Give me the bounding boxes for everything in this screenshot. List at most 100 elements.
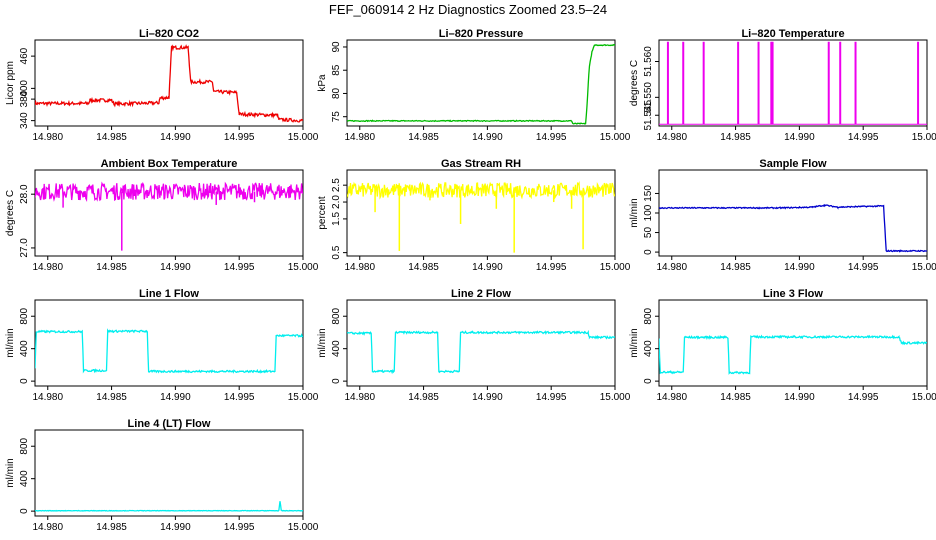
- panel-title: Ambient Box Temperature: [101, 158, 238, 170]
- y-tick-label: 800: [331, 307, 342, 324]
- figure-title: FEF_060914 2 Hz Diagnostics Zoomed 23.5–…: [329, 2, 607, 17]
- data-area: [347, 180, 615, 253]
- data-area: [659, 334, 927, 375]
- y-axis-label: ml/min: [629, 328, 640, 357]
- y-tick-label: 400: [331, 340, 342, 357]
- panel-title: Line 4 (LT) Flow: [128, 418, 211, 430]
- y-tick-label: 380: [19, 90, 30, 107]
- plot-frame: [34, 429, 304, 517]
- x-tick-label: 14.980: [32, 132, 63, 143]
- y-tick-label: 0: [331, 378, 342, 384]
- x-tick-label: 14.990: [472, 132, 503, 143]
- y-axis-label: degrees C: [629, 60, 640, 106]
- x-tick-label: 14.995: [848, 262, 879, 273]
- panel-title: Sample Flow: [759, 158, 827, 170]
- y-tick-label: 400: [19, 340, 30, 357]
- x-tick-label: 14.985: [408, 262, 439, 273]
- x-tick-label: 14.990: [160, 522, 191, 533]
- x-tick-label: 14.985: [720, 392, 751, 403]
- x-tick-label: 14.985: [408, 132, 439, 143]
- panel-title: Line 1 Flow: [139, 288, 199, 300]
- x-tick-label: 14.985: [720, 262, 751, 273]
- series-line: [35, 181, 303, 203]
- y-tick-label: 28.0: [19, 184, 30, 204]
- x-tick-label: 14.995: [536, 262, 567, 273]
- x-tick-label: 14.995: [848, 132, 879, 143]
- x-tick-label: 14.980: [344, 132, 375, 143]
- y-tick-label: 75: [331, 111, 342, 123]
- x-tick-label: 14.985: [720, 132, 751, 143]
- x-tick-label: 14.985: [96, 392, 127, 403]
- y-tick-label: 51.545: [643, 100, 654, 131]
- x-tick-label: 14.990: [784, 392, 815, 403]
- y-tick-label: 2.0: [331, 195, 342, 209]
- x-tick-label: 15.000: [600, 132, 631, 143]
- y-tick-label: 0: [643, 249, 654, 255]
- x-tick-label: 15.000: [288, 262, 319, 273]
- x-tick-label: 14.990: [472, 262, 503, 273]
- plot-frame: [346, 299, 616, 387]
- x-tick-label: 14.990: [160, 132, 191, 143]
- x-tick-label: 14.995: [224, 262, 255, 273]
- panel-title: Line 2 Flow: [451, 288, 511, 300]
- y-tick-label: 1.5: [331, 212, 342, 226]
- y-tick-label: 0.5: [331, 245, 342, 259]
- y-tick-label: 400: [19, 470, 30, 487]
- plot-frame: [34, 299, 304, 387]
- x-tick-label: 14.995: [848, 392, 879, 403]
- y-tick-label: 0: [19, 508, 30, 514]
- y-tick-label: 90: [331, 41, 342, 53]
- y-tick-label: 800: [643, 307, 654, 324]
- plot-frame: [658, 169, 928, 257]
- y-tick-label: 340: [19, 112, 30, 129]
- plot-frame: [658, 299, 928, 387]
- data-area: [35, 44, 303, 123]
- x-tick-label: 15.000: [288, 132, 319, 143]
- data-area: [35, 328, 303, 374]
- series-line: [35, 501, 303, 512]
- plot-frame: [34, 169, 304, 257]
- x-tick-label: 15.000: [288, 522, 319, 533]
- panel-6: Sample Flow 14.980 14.985 14.990 14.995 15.00…: [629, 158, 936, 273]
- series-line: [35, 44, 303, 123]
- y-tick-label: 27.0: [19, 238, 30, 258]
- x-tick-label: 14.980: [344, 392, 375, 403]
- panel-2: Li–820 Pressure 14.980 14.985 14.990 14.995 1…: [317, 28, 631, 143]
- y-tick-label: 51.560: [643, 46, 654, 77]
- x-tick-label: 14.990: [784, 262, 815, 273]
- x-tick-label: 14.980: [656, 132, 687, 143]
- x-tick-label: 14.980: [32, 392, 63, 403]
- panel-5: Gas Stream RH 14.980 14.985 14.990 14.995 15.…: [317, 158, 631, 273]
- y-tick-label: 800: [19, 437, 30, 454]
- x-tick-label: 14.985: [96, 262, 127, 273]
- panel-9: Line 3 Flow 14.980 14.985 14.990 14.995 15.00…: [629, 288, 936, 403]
- x-tick-label: 14.990: [160, 392, 191, 403]
- series-line: [347, 180, 615, 200]
- series-line: [347, 44, 615, 125]
- x-tick-label: 15.000: [600, 262, 631, 273]
- series-line: [347, 329, 615, 375]
- plot-frame: [346, 39, 616, 127]
- y-axis-label: ml/min: [629, 198, 640, 227]
- panel-title: Li–820 Pressure: [439, 28, 523, 40]
- plot-frame: [658, 39, 928, 127]
- x-tick-label: 15.000: [600, 392, 631, 403]
- panel-title: Li–820 Temperature: [741, 28, 844, 40]
- x-tick-label: 14.995: [224, 392, 255, 403]
- y-axis-label: ml/min: [5, 458, 16, 487]
- series-line: [659, 203, 927, 253]
- x-tick-label: 14.985: [408, 392, 439, 403]
- y-axis-label: kPa: [317, 74, 328, 92]
- x-tick-label: 14.995: [224, 522, 255, 533]
- y-tick-label: 2.5: [331, 178, 342, 192]
- x-tick-label: 14.980: [656, 262, 687, 273]
- x-tick-label: 14.990: [784, 132, 815, 143]
- y-axis-label: percent: [317, 196, 328, 230]
- y-tick-label: 800: [19, 307, 30, 324]
- panel-grid: Li–820 CO2 14.980 14.985 14.990 14.995 15.000…: [5, 28, 936, 533]
- data-area: [347, 44, 615, 125]
- x-tick-label: 14.995: [536, 392, 567, 403]
- y-tick-label: 85: [331, 64, 342, 76]
- y-tick-label: 100: [643, 204, 654, 221]
